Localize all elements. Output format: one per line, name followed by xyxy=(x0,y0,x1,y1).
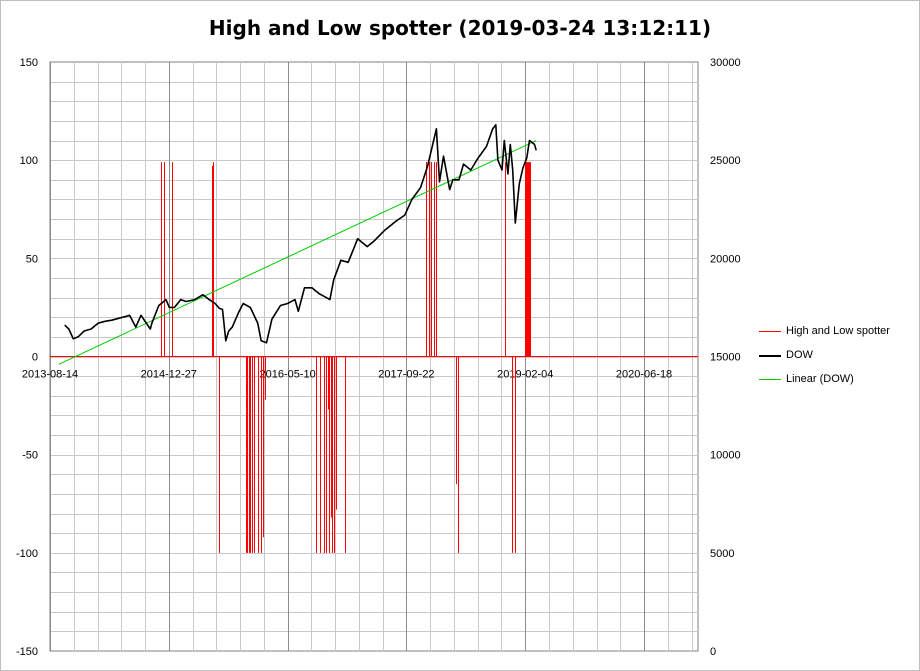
series-marks xyxy=(50,124,698,553)
trendline xyxy=(58,140,537,365)
x-tick-label: 2017-09-22 xyxy=(378,369,434,381)
legend-label-dow: DOW xyxy=(786,349,813,361)
legend-label-spotter: High and Low spotter xyxy=(786,325,890,337)
x-tick-label: 2016-05-10 xyxy=(259,369,315,381)
chart-title: High and Low spotter (2019-03-24 13:12:1… xyxy=(208,16,712,40)
y-left-tick-label: -50 xyxy=(22,450,38,462)
legend-item-spotter: High and Low spotter xyxy=(758,322,918,346)
dow-line xyxy=(64,124,537,344)
y-left-tick-label: -100 xyxy=(16,548,38,560)
y-right-tick-label: 15000 xyxy=(710,352,741,364)
legend-item-linear: Linear (DOW) xyxy=(758,370,918,394)
legend-swatch-linear xyxy=(759,379,781,380)
x-tick-label: 2013-08-14 xyxy=(22,369,78,381)
y-right-tick-label: 30000 xyxy=(710,57,741,69)
x-tick-label: 2014-12-27 xyxy=(141,369,197,381)
x-axis: 2013-08-14 2014-12-27 2016-05-10 2017-09-22… xyxy=(22,369,672,381)
y-right-tick-label: 5000 xyxy=(710,548,734,560)
y-left-tick-label: 0 xyxy=(32,352,38,364)
legend-swatch-dow xyxy=(759,355,781,357)
y-right-tick-label: 10000 xyxy=(710,450,741,462)
y-left-tick-label: 150 xyxy=(20,57,38,69)
y-left-tick-label: 50 xyxy=(26,253,38,265)
x-tick-label: 2020-06-18 xyxy=(616,369,672,381)
y-right-axis: 0 5000 10000 15000 20000 25000 30000 xyxy=(710,57,741,658)
y-left-tick-label: -150 xyxy=(16,646,38,658)
y-right-tick-label: 25000 xyxy=(710,155,741,167)
legend: High and Low spotter DOW Linear (DOW) xyxy=(758,322,918,394)
y-left-tick-label: 100 xyxy=(20,155,38,167)
legend-item-dow: DOW xyxy=(758,346,918,370)
x-tick-label: 2019-02-04 xyxy=(497,369,553,381)
y-right-tick-label: 0 xyxy=(710,646,716,658)
legend-swatch-spotter xyxy=(759,331,781,332)
legend-label-linear: Linear (DOW) xyxy=(786,373,854,385)
y-right-tick-label: 20000 xyxy=(710,253,741,265)
y-left-axis: -150 -100 -50 0 50 100 150 xyxy=(16,57,38,658)
